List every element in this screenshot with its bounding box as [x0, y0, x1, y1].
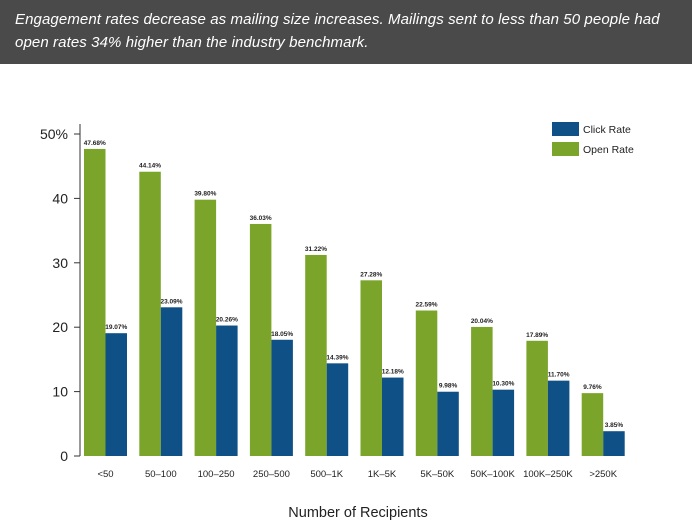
bar-open-rate [194, 199, 217, 457]
data-label-click-rate: 20.26% [216, 317, 238, 324]
data-label-click-rate: 19.07% [105, 324, 127, 331]
data-label-open-rate: 47.68% [84, 140, 106, 147]
legend-swatch-open-rate [552, 142, 579, 156]
data-label-open-rate: 20.04% [471, 318, 493, 325]
data-label-open-rate: 36.03% [250, 215, 272, 222]
y-tick-label: 30 [52, 255, 68, 271]
bar-open-rate [471, 326, 493, 456]
bar-open-rate [305, 254, 327, 456]
data-label-click-rate: 12.18% [382, 369, 404, 376]
y-tick-label: 10 [52, 384, 68, 400]
data-label-click-rate: 18.05% [271, 331, 293, 338]
bar-click-rate [160, 307, 183, 456]
data-label-open-rate: 22.59% [416, 302, 438, 309]
caption-banner: Engagement rates decrease as mailing siz… [0, 0, 692, 64]
data-label-click-rate: 14.39% [326, 354, 348, 361]
data-label-open-rate: 9.76% [583, 384, 602, 391]
x-category-label: 5K–50K [420, 469, 454, 480]
x-category-label: 50K–100K [470, 469, 515, 480]
x-category-label: 1K–5K [368, 469, 397, 480]
bar-click-rate [326, 363, 349, 456]
y-tick-label: 50% [40, 126, 68, 142]
bar-click-rate [105, 333, 127, 456]
data-label-open-rate: 39.80% [194, 191, 216, 198]
bar-chart: 0 10 20 30 40 50% 47.68% 19.07% <50 44.14% 23.09%… [40, 122, 634, 520]
bar-open-rate [249, 223, 272, 456]
bar-open-rate [360, 280, 382, 456]
bar-open-rate [526, 340, 548, 456]
x-category-label: >250K [589, 469, 617, 480]
bar-click-rate [437, 391, 459, 456]
x-category-label: <50 [97, 469, 113, 480]
bar-click-rate [492, 389, 515, 456]
chart-area: 0 10 20 30 40 50% 47.68% 19.07% <50 44.14% 23.09%… [0, 64, 692, 520]
x-category-label: 250–500 [253, 469, 290, 480]
data-label-open-rate: 31.22% [305, 246, 327, 253]
data-label-open-rate: 17.89% [526, 332, 548, 339]
bar-open-rate [139, 171, 161, 456]
x-category-label: 100K–250K [523, 469, 573, 480]
y-tick-label: 40 [52, 190, 68, 206]
x-axis-title: Number of Recipients [288, 505, 427, 520]
bar-click-rate [216, 325, 238, 456]
caption-text: Engagement rates decrease as mailing siz… [15, 11, 660, 51]
data-label-click-rate: 3.85% [605, 422, 624, 429]
data-label-click-rate: 23.09% [161, 298, 183, 305]
data-label-click-rate: 10.30% [492, 381, 514, 388]
bar-open-rate [581, 393, 604, 456]
x-category-label: 500–1K [310, 469, 343, 480]
bar-open-rate [415, 310, 438, 456]
data-label-open-rate: 27.28% [360, 271, 382, 278]
legend-swatch-click-rate [552, 122, 579, 136]
y-tick-label: 20 [52, 319, 68, 335]
legend-label-open-rate: Open Rate [583, 144, 634, 156]
y-tick-label: 0 [60, 448, 68, 464]
legend-label-click-rate: Click Rate [583, 124, 631, 136]
x-category-label: 100–250 [198, 469, 235, 480]
bar-open-rate [84, 148, 106, 456]
bar-click-rate [382, 377, 404, 456]
bar-click-rate [547, 380, 570, 456]
bar-click-rate [271, 339, 293, 456]
x-category-label: 50–100 [145, 469, 177, 480]
data-label-click-rate: 11.70% [548, 372, 570, 379]
bar-click-rate [603, 431, 625, 456]
data-label-open-rate: 44.14% [139, 163, 161, 170]
data-label-click-rate: 9.98% [439, 383, 458, 390]
